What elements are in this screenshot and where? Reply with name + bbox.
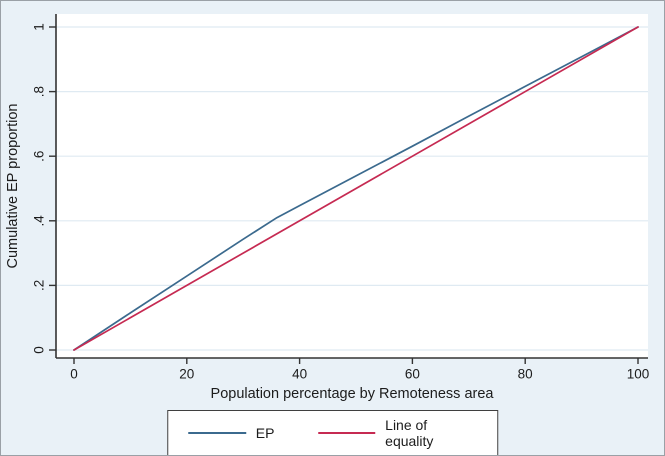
equality-line-swatch [318,432,376,434]
ep-line-swatch [187,432,246,434]
legend-item-ep: EP [187,425,275,441]
legend-item-equality: Line of equality [318,417,477,449]
x-tick-label-100: 100 [627,367,650,382]
ep-legend-label: EP [255,425,275,441]
x-tick-label-80: 80 [518,367,533,382]
y-tick-label-0.8: .8 [32,86,47,97]
series-line-1 [73,26,639,351]
y-tick-label-0: 0 [32,346,47,354]
x-tick-label-60: 60 [405,367,420,382]
x-tick-label-0: 0 [70,367,78,382]
x-axis-title: Population percentage by Remoteness area [211,386,495,402]
plot-area [56,14,648,358]
equality-legend-label: Line of equality [385,417,434,449]
x-tick-label-20: 20 [179,367,194,382]
series-line-0 [73,26,639,351]
y-tick-label-0.6: .6 [32,151,47,162]
y-tick-label-0.4: .4 [32,215,47,227]
legend-box: EP Line of equality [166,410,499,455]
x-tick-label-40: 40 [292,367,307,382]
plot-layer: 0 .2 .4 .6 .8 1 0 20 40 60 80 100 [32,14,650,382]
y-tick-label-1: 1 [32,23,47,31]
y-axis-title: Cumulative EP proportion [5,104,21,269]
y-tick-label-0.2: .2 [32,280,47,291]
